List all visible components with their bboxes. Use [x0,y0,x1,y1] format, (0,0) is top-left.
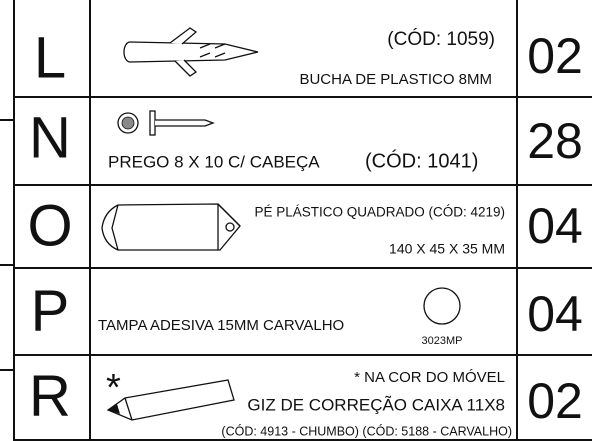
illustration-part [169,27,198,77]
illustration-part [149,110,156,136]
quantity: 04 [527,286,583,342]
part-name: GIZ DE CORREÇÃO CAIXA 11X8 [247,395,505,414]
part-name: BUCHA DE PLASTICO 8MM [299,71,492,88]
part-name: PREGO 8 X 10 C/ CABEÇA [108,152,320,171]
color-code: 3023MP [422,335,463,347]
quantity: 02 [527,373,583,429]
part-name: PÉ PLÁSTICO QUADRADO (CÓD: 4219) [254,205,505,220]
quantity: 04 [527,198,583,254]
illustration-part [155,119,215,127]
illustration-part [124,397,133,421]
row-letter: L [34,25,66,90]
part-code: (CÓD: 1059) [387,28,495,50]
foot-illustration [101,203,241,251]
illustration-part [199,43,226,58]
illustration-part [225,222,235,232]
nail-illustration [117,110,215,136]
illustration-part [106,379,235,421]
chalk-illustration [106,379,235,421]
marker: * [106,367,121,409]
row-letter: R [29,363,71,428]
part-code: (CÓD: 1041) [365,149,478,172]
part-code: (CÓD: 4913 - CHUMBO) (CÓD: 5188 - CARVAL… [221,423,512,438]
part-name: TAMPA ADESIVA 15MM CARVALHO [98,317,344,334]
illustration-part [101,203,241,251]
part-size: 140 X 45 X 35 MM [389,241,505,257]
illustration-part [108,404,120,414]
illustration-part [121,116,135,130]
cap-illustration [423,287,461,325]
row-letter: P [31,278,70,343]
quantity: 02 [527,28,583,84]
anchor-illustration [123,27,259,77]
row-letter: O [27,193,72,258]
note: * NA COR DO MÓVEL [354,369,505,386]
row-letter: N [29,105,71,170]
illustration-part [129,41,259,63]
illustration-part [111,203,241,251]
quantity: 28 [527,113,583,169]
